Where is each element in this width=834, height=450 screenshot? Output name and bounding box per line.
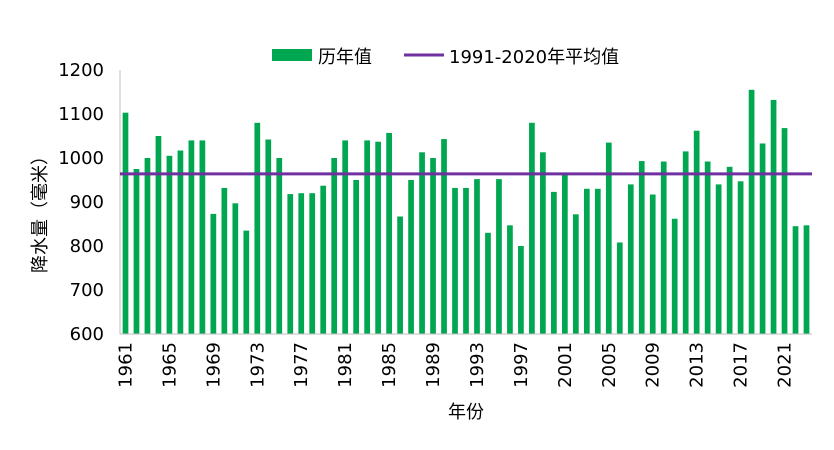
bar <box>518 246 524 334</box>
bar <box>594 188 601 334</box>
y-tick-label: 600 <box>70 324 104 345</box>
bar <box>792 226 799 334</box>
bar <box>430 158 436 334</box>
bar <box>419 152 425 334</box>
bar <box>386 132 392 334</box>
x-tick-label: 1993 <box>467 342 488 388</box>
bar <box>649 194 656 334</box>
x-tick-label: 2017 <box>731 342 752 388</box>
bar <box>144 158 151 334</box>
y-axis-title: 降水量（毫米） <box>30 147 51 273</box>
bar <box>463 187 469 334</box>
x-axis-title: 年份 <box>448 402 484 423</box>
bar <box>452 187 458 334</box>
bar <box>737 181 744 334</box>
bar <box>540 152 546 334</box>
bar <box>660 161 667 334</box>
bar <box>507 225 513 334</box>
bar <box>562 174 568 334</box>
y-axis-ticks: 600 700 800 900 1000 1100 1200 <box>58 60 104 345</box>
bar <box>704 161 711 334</box>
bar <box>133 169 140 334</box>
bar <box>485 232 491 334</box>
bar <box>529 122 535 334</box>
x-tick-label: 1977 <box>291 342 312 388</box>
bar <box>583 188 590 334</box>
bar <box>254 122 261 334</box>
bar <box>397 216 403 334</box>
legend-bar-swatch <box>272 49 312 61</box>
y-tick-label: 900 <box>70 192 104 213</box>
bar <box>441 139 447 334</box>
bar <box>627 184 634 334</box>
x-tick-label: 2001 <box>555 342 576 388</box>
bar <box>342 140 349 334</box>
bar <box>496 179 502 334</box>
x-tick-label: 1981 <box>335 342 356 388</box>
bar <box>759 143 766 334</box>
x-tick-label: 1989 <box>423 342 444 388</box>
bar <box>748 89 755 334</box>
bar <box>551 191 557 334</box>
bar <box>243 230 250 334</box>
bar <box>770 99 777 334</box>
bar <box>298 193 305 334</box>
bar <box>616 242 623 334</box>
x-axis-ticks: 1961 1965 1969 1973 1977 1981 1985 1989 1993 1997… <box>115 342 795 388</box>
legend: 历年值 1991-2020年平均值 <box>272 47 619 68</box>
bar <box>353 180 360 334</box>
x-tick-label: 2021 <box>775 342 796 388</box>
bar <box>166 155 173 334</box>
bar <box>221 187 228 334</box>
bar <box>375 141 381 334</box>
bar <box>155 136 162 334</box>
bar <box>803 225 810 334</box>
bar <box>122 112 129 335</box>
bars <box>122 89 810 335</box>
x-tick-label: 2013 <box>687 342 708 388</box>
bar <box>210 213 217 334</box>
bar <box>693 130 700 334</box>
bar <box>320 185 327 334</box>
bar <box>726 166 733 334</box>
bar <box>287 194 294 334</box>
x-tick-label: 1985 <box>379 342 400 388</box>
bar <box>682 151 689 334</box>
legend-line-label: 1991-2020年平均值 <box>449 47 619 68</box>
bar <box>265 139 272 334</box>
bar <box>331 158 338 334</box>
x-tick-label: 1973 <box>247 342 268 388</box>
bar <box>638 161 645 334</box>
x-tick-label: 2009 <box>643 342 664 388</box>
bar <box>177 150 184 334</box>
bar <box>605 142 612 334</box>
x-tick-label: 1965 <box>159 342 180 388</box>
y-tick-label: 800 <box>70 236 104 257</box>
y-tick-label: 1000 <box>58 148 104 169</box>
legend-bar-label: 历年值 <box>318 47 372 68</box>
x-tick-label: 1969 <box>203 342 224 388</box>
bar <box>572 214 579 334</box>
bar <box>474 179 480 334</box>
bar <box>781 128 788 334</box>
x-tick-label: 2005 <box>599 342 620 388</box>
x-tick-label: 1997 <box>511 342 532 388</box>
bar <box>188 140 195 334</box>
x-tick-label: 1961 <box>115 342 136 388</box>
bar <box>232 203 239 334</box>
y-tick-label: 1200 <box>58 60 104 81</box>
bar <box>364 140 370 334</box>
bar <box>715 184 722 334</box>
bar <box>199 140 206 334</box>
bar <box>309 193 316 334</box>
bar <box>276 158 283 334</box>
y-tick-label: 700 <box>70 280 104 301</box>
bar <box>671 218 678 334</box>
bar <box>408 180 414 334</box>
y-tick-label: 1100 <box>58 104 104 125</box>
